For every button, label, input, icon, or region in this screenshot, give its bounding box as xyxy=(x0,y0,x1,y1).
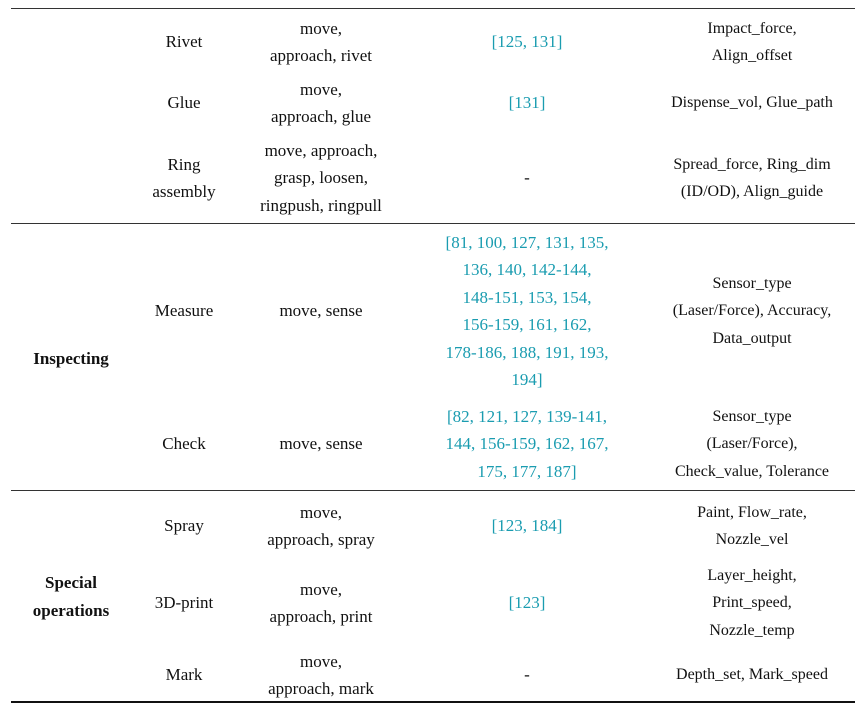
table-bottom-rule xyxy=(11,701,855,703)
section-divider-inspecting xyxy=(11,223,855,224)
task-primitives: move, approach, grasp, loosen, ringpush,… xyxy=(260,140,382,215)
table-row: Glue move, approach, glue [131] Dispense… xyxy=(0,74,864,132)
task-primitives: move, approach, glue xyxy=(270,79,372,127)
section-divider-special xyxy=(11,490,855,491)
task-parameters: Layer_height, Print_speed, Nozzle_temp xyxy=(707,566,797,639)
task-name: Spray xyxy=(164,516,204,536)
table-row: Measure move, sense [81, 100, 127, 131, … xyxy=(0,227,864,395)
task-name: Mark xyxy=(165,665,203,685)
task-name: Ring assembly xyxy=(152,154,216,202)
reference-citations: - xyxy=(524,168,530,188)
task-name: Glue xyxy=(167,93,201,113)
reference-citations[interactable]: [125, 131] xyxy=(491,32,563,52)
task-primitives: move, approach, mark xyxy=(268,651,374,699)
task-name: Rivet xyxy=(165,32,203,52)
task-name: 3D-print xyxy=(154,593,214,613)
task-primitives: move, approach, rivet xyxy=(270,18,372,66)
task-parameters: Dispense_vol, Glue_path xyxy=(671,94,833,112)
task-primitives: move, approach, print xyxy=(269,579,373,627)
table-row: Ring assembly move, approach, grasp, loo… xyxy=(0,135,864,221)
task-name: Measure xyxy=(154,301,214,321)
task-parameters: Paint, Flow_rate, Nozzle_vel xyxy=(697,503,807,549)
reference-citations[interactable]: [82, 121, 127, 139-141, 144, 156-159, 16… xyxy=(445,406,609,481)
task-primitives: move, approach, spray xyxy=(267,502,375,550)
table-row: Mark move, approach, mark - Depth_set, M… xyxy=(0,647,864,703)
task-primitives: move, sense xyxy=(279,301,363,321)
table-row: 3D-print move, approach, print [123] Lay… xyxy=(0,561,864,645)
category-label-special-operations: Special operations xyxy=(32,573,110,620)
task-parameters: Sensor_type (Laser/Force), Accuracy, Dat… xyxy=(672,274,832,347)
task-parameters: Sensor_type (Laser/Force), Check_value, … xyxy=(674,407,830,480)
reference-citations: - xyxy=(524,665,530,685)
task-primitives: move, sense xyxy=(279,434,363,454)
reference-citations[interactable]: [123] xyxy=(508,593,546,613)
task-name: Check xyxy=(162,434,206,454)
task-parameters: Impact_force, Align_offset xyxy=(707,19,797,65)
task-parameters: Depth_set, Mark_speed xyxy=(676,666,828,684)
table-top-rule xyxy=(11,8,855,9)
reference-citations[interactable]: [131] xyxy=(508,93,546,113)
table-row: Check move, sense [82, 121, 127, 139-141… xyxy=(0,401,864,487)
reference-citations[interactable]: [123, 184] xyxy=(491,516,563,536)
task-parameters: Spread_force, Ring_dim (ID/OD), Align_gu… xyxy=(673,155,831,201)
table-row: Rivet move, approach, rivet [125, 131] I… xyxy=(0,12,864,72)
category-label-inspecting: Inspecting xyxy=(33,348,109,368)
reference-citations[interactable]: [81, 100, 127, 131, 135, 136, 140, 142-1… xyxy=(445,232,609,390)
table-row: Spray move, approach, spray [123, 184] P… xyxy=(0,497,864,555)
